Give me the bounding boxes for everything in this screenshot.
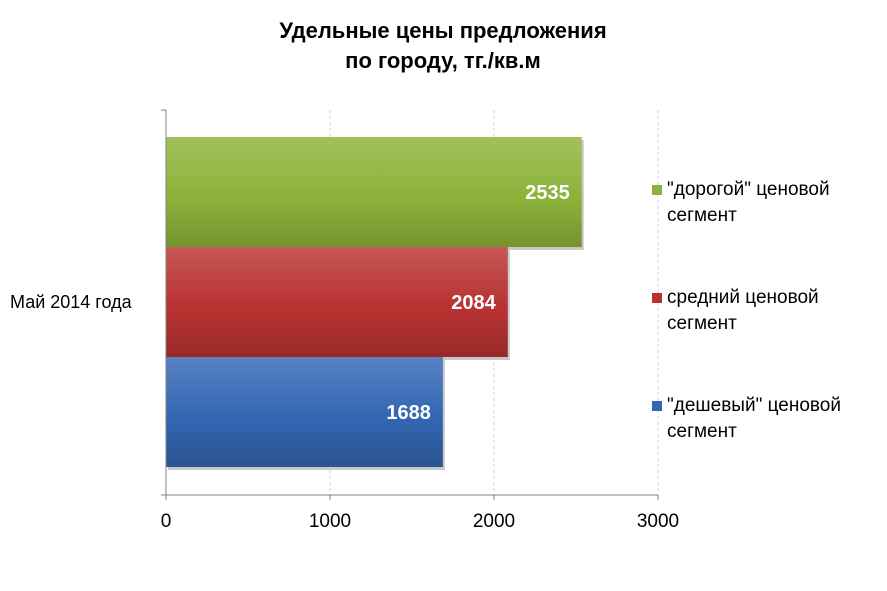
chart-title-line-2: по городу, тг./кв.м bbox=[345, 48, 541, 73]
axes: 0 1000 2000 3000 Май 2014 года bbox=[10, 109, 679, 532]
bar-1 bbox=[166, 247, 508, 357]
x-tick-label: 0 bbox=[161, 511, 172, 532]
category-label: Май 2014 года bbox=[10, 292, 133, 312]
legend-swatch-1 bbox=[652, 293, 662, 303]
legend: "дорогой" ценовой сегмент средний ценовой с… bbox=[652, 179, 841, 442]
legend-label-2: сегмент bbox=[667, 421, 737, 442]
bars: 2535 2084 1688 bbox=[166, 137, 584, 470]
data-label-2: 1688 bbox=[386, 402, 431, 424]
x-tick-label: 2000 bbox=[473, 511, 515, 532]
legend-swatch-0 bbox=[652, 185, 662, 195]
bar-2 bbox=[166, 357, 443, 467]
data-label-0: 2535 bbox=[525, 182, 570, 204]
legend-label-1: средний ценовой bbox=[667, 287, 819, 308]
legend-label-1: сегмент bbox=[667, 313, 737, 334]
legend-label-0: сегмент bbox=[667, 205, 737, 226]
x-tick-label: 1000 bbox=[309, 511, 351, 532]
data-label-1: 2084 bbox=[451, 292, 496, 314]
chart-title-line-1: Удельные цены предложения bbox=[279, 18, 606, 43]
legend-label-0: "дорогой" ценовой bbox=[667, 179, 830, 200]
bar-0 bbox=[166, 137, 582, 247]
legend-swatch-2 bbox=[652, 401, 662, 411]
x-tick-label: 3000 bbox=[637, 511, 679, 532]
legend-label-2: "дешевый" ценовой bbox=[667, 395, 841, 416]
